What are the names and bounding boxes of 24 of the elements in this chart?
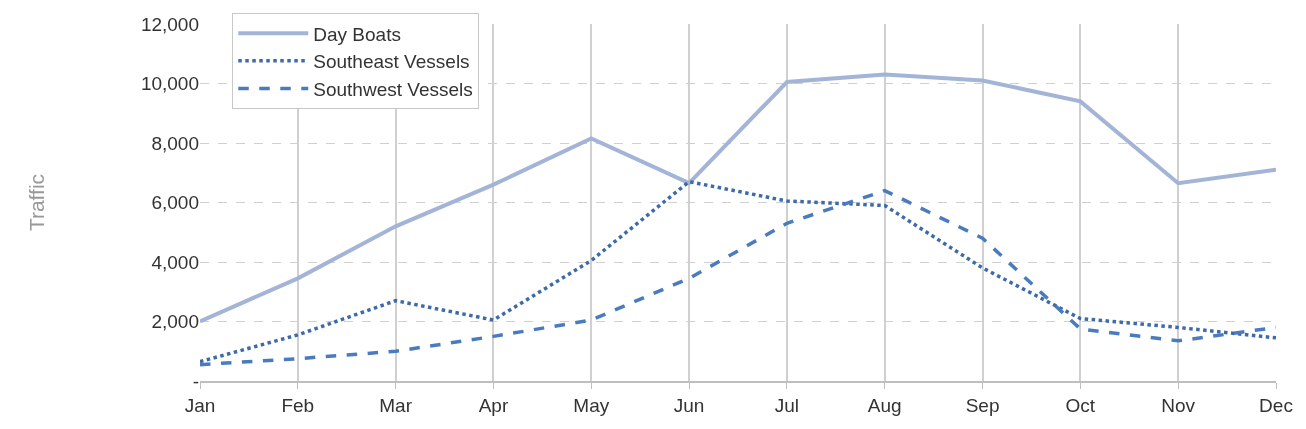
- x-tick-label: Mar: [379, 394, 413, 416]
- x-tick-label: Aug: [867, 394, 902, 416]
- x-tick-label: May: [573, 394, 610, 416]
- x-tick-label: Feb: [281, 394, 315, 416]
- x-tick-label: Apr: [478, 394, 509, 416]
- legend-label: Southeast Vessels: [313, 51, 470, 73]
- y-axis-title: Traffic: [25, 173, 49, 232]
- y-tick-label: -: [192, 370, 199, 392]
- y-tick-label: 8,000: [151, 132, 199, 154]
- legend-label: Day Boats: [313, 23, 401, 45]
- y-tick-label: 4,000: [151, 251, 199, 273]
- x-tick-label: Nov: [1161, 394, 1196, 416]
- x-tick-label: Jan: [184, 394, 216, 416]
- y-tick-label: 10,000: [140, 73, 199, 95]
- x-tick-label: Dec: [1259, 394, 1293, 416]
- x-tick-label: Sep: [965, 394, 1000, 416]
- y-tick-label: 6,000: [151, 192, 199, 214]
- y-tick-label: 12,000: [140, 13, 199, 35]
- x-tick-label: Oct: [1065, 394, 1096, 416]
- x-tick-label: Jun: [673, 394, 705, 416]
- legend-label: Southwest Vessels: [313, 78, 473, 100]
- line-series: [200, 72, 1276, 324]
- y-tick-label: 2,000: [151, 311, 199, 333]
- x-tick-label: Jul: [774, 394, 800, 416]
